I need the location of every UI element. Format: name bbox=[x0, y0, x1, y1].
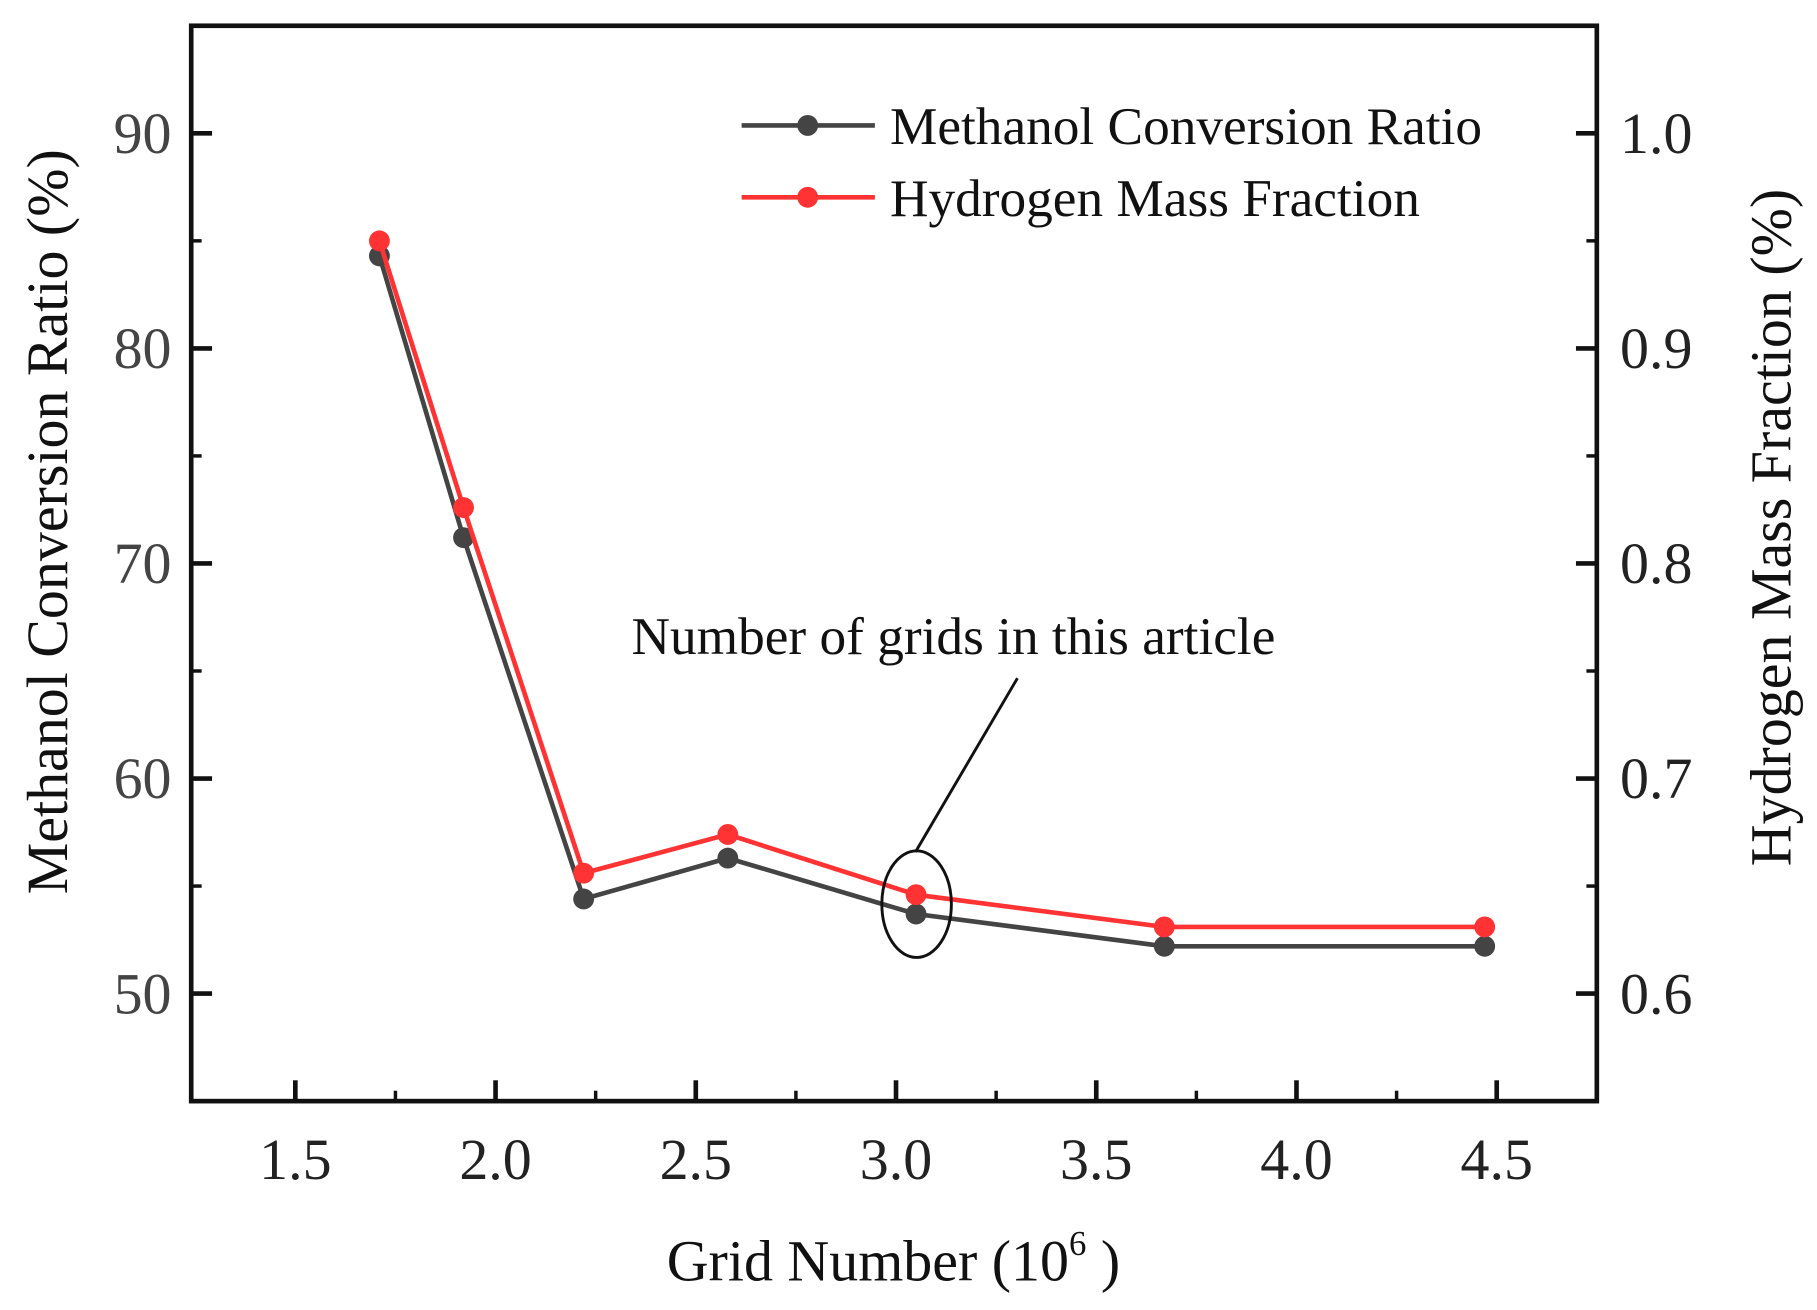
data-point-1 bbox=[905, 884, 927, 906]
data-point-1 bbox=[1474, 916, 1496, 938]
x-tick-label: 2.0 bbox=[459, 1127, 531, 1192]
y-tick-label: 80 bbox=[114, 316, 172, 381]
data-point-0 bbox=[453, 527, 474, 549]
x-tick-label: 3.0 bbox=[860, 1127, 932, 1192]
y2-tick-label: 0.9 bbox=[1620, 316, 1692, 381]
x-axis-label: Grid Number (106 ) bbox=[667, 1224, 1120, 1293]
data-point-0 bbox=[1474, 935, 1496, 957]
y-tick-label: 50 bbox=[114, 961, 172, 1026]
data-point-0 bbox=[1153, 935, 1175, 957]
data-point-1 bbox=[573, 862, 595, 884]
annotation: Number of grids in this article bbox=[632, 607, 1276, 959]
data-point-0 bbox=[905, 903, 927, 925]
x-tick-label: 4.0 bbox=[1260, 1127, 1332, 1192]
legend-label-hydrogen: Hydrogen Mass Fraction bbox=[890, 169, 1420, 228]
y2-tick-label: 0.8 bbox=[1620, 531, 1692, 596]
annotation-pointer bbox=[914, 677, 1019, 853]
data-point-1 bbox=[717, 824, 739, 845]
legend-marker-methanol bbox=[797, 114, 819, 136]
data-point-1 bbox=[453, 497, 474, 518]
y2-tick-label: 1.0 bbox=[1620, 101, 1692, 166]
legend: Methanol Conversion Ratio Hydrogen Mass … bbox=[741, 97, 1482, 228]
legend-marker-hydrogen bbox=[797, 186, 819, 208]
y2-tick-label: 0.7 bbox=[1620, 746, 1692, 811]
series-line-0 bbox=[377, 255, 1485, 949]
x-tick-label: 2.5 bbox=[660, 1127, 732, 1192]
ticks: 1.5 2.0 2.5 3.0 3.5 4.0 4.5 50 60 70 80 90 0.6 0.7 0.8… bbox=[114, 24, 1692, 1192]
y-axis-label: Methanol Conversion Ratio (%) bbox=[15, 149, 80, 894]
y-tick-label: 70 bbox=[114, 531, 172, 596]
x-tick-label: 1.5 bbox=[259, 1127, 331, 1192]
data-point-0 bbox=[717, 847, 739, 869]
data-point-0 bbox=[573, 888, 595, 910]
legend-label-methanol: Methanol Conversion Ratio bbox=[890, 97, 1482, 156]
annotation-ellipse bbox=[880, 849, 953, 959]
x-tick-label: 4.5 bbox=[1461, 1127, 1533, 1192]
x-tick-label: 3.5 bbox=[1060, 1127, 1132, 1192]
series-layer bbox=[368, 230, 1496, 957]
y2-axis-label: Hydrogen Mass Fraction (%) bbox=[1738, 189, 1803, 866]
data-point-1 bbox=[368, 230, 390, 252]
y-tick-label: 60 bbox=[114, 746, 172, 811]
y2-tick-label: 0.6 bbox=[1620, 961, 1692, 1026]
data-point-1 bbox=[1153, 916, 1175, 938]
y-tick-label: 90 bbox=[114, 101, 172, 166]
annotation-text: Number of grids in this article bbox=[632, 607, 1276, 666]
